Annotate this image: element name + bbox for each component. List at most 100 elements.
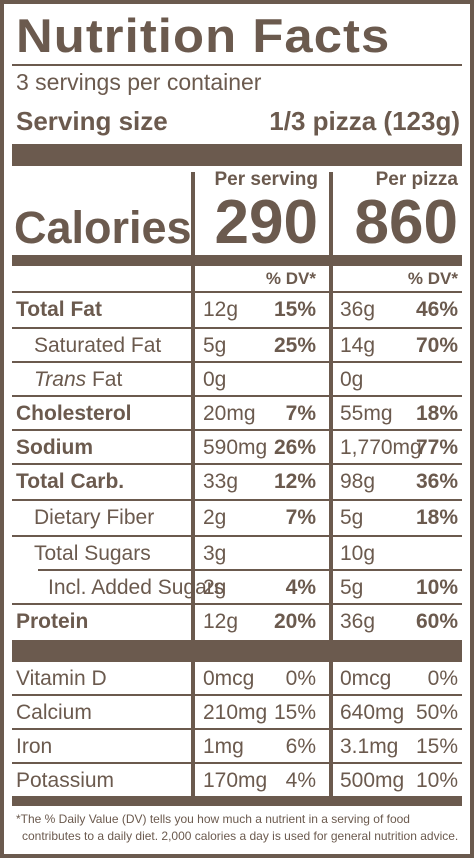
serving-size-value: 1/3 pizza (123g) xyxy=(269,106,460,136)
amount-per-serving: 210mg xyxy=(203,701,268,724)
amount-per-pizza: 55mg xyxy=(340,402,393,425)
amount-per-pizza: 14g xyxy=(340,334,376,357)
calories-per-serving: 290 xyxy=(214,188,318,257)
amount-per-pizza: 1,770mg xyxy=(340,436,422,459)
dv-per-serving: 7% xyxy=(285,402,316,425)
row-rule xyxy=(12,535,462,537)
amount-per-serving: 3g xyxy=(203,542,227,565)
dv-per-pizza: 15% xyxy=(415,735,458,758)
amount-per-pizza: 0mcg xyxy=(340,667,392,690)
title-divider xyxy=(12,64,462,66)
amount-per-serving: 5g xyxy=(203,334,227,357)
nutrient-name: Total Carb. xyxy=(16,470,125,493)
nutrient-row-total-fat: Total Fat 12g 15% 36g 46% xyxy=(4,293,470,327)
amount-per-pizza: 3.1mg xyxy=(340,735,399,758)
nutrient-row-cholesterol: Cholesterol 20mg 7% 55mg 18% xyxy=(4,397,470,431)
thick-divider-top xyxy=(12,144,462,166)
vitamin-name: Vitamin D xyxy=(16,667,107,690)
column-divider-left xyxy=(191,172,195,796)
thick-divider-vitamins xyxy=(12,640,462,662)
amount-per-serving: 0mcg xyxy=(203,667,255,690)
vitamin-name: Iron xyxy=(16,735,53,758)
row-rule xyxy=(12,395,462,397)
dv-per-pizza: 77% xyxy=(415,436,458,459)
row-rule xyxy=(12,694,462,696)
nutrient-row-total-carb: Total Carb. 33g 12% 98g 36% xyxy=(4,465,470,499)
amount-per-pizza: 36g xyxy=(340,298,376,321)
col1-header: Per serving xyxy=(214,169,319,190)
dv-per-serving: 4% xyxy=(285,769,316,792)
vitamin-row-calcium: Calcium 210mg 15% 640mg 50% xyxy=(4,696,470,730)
dv-header-pizza: % DV* xyxy=(407,269,458,288)
amount-per-serving: 590mg xyxy=(203,436,268,459)
amount-per-pizza: 640mg xyxy=(340,701,405,724)
row-rule xyxy=(12,327,462,329)
dv-per-pizza: 10% xyxy=(415,769,458,792)
nutrient-row-dietary-fiber: Dietary Fiber 2g 7% 5g 18% xyxy=(4,501,470,535)
amount-per-pizza: 5g xyxy=(340,506,364,529)
trans-rest: Fat xyxy=(86,368,123,391)
dv-per-pizza: 36% xyxy=(415,470,458,493)
col2-header: Per pizza xyxy=(375,169,458,190)
dv-per-pizza: 50% xyxy=(415,701,458,724)
dv-per-serving: 20% xyxy=(273,610,316,633)
dv-per-serving: 15% xyxy=(273,298,316,321)
amount-per-serving: 2g xyxy=(203,506,227,529)
footnote-line-2: contributes to a daily diet. 2,000 calor… xyxy=(22,829,459,843)
amount-per-serving: 33g xyxy=(203,470,239,493)
calories-divider xyxy=(12,255,462,266)
serving-size-label: Serving size xyxy=(16,106,168,136)
row-rule xyxy=(12,603,462,605)
row-rule xyxy=(12,499,462,501)
vitamin-row-potassium: Potassium 170mg 4% 500mg 10% xyxy=(4,764,470,798)
amount-per-serving: 170mg xyxy=(203,769,268,792)
row-rule xyxy=(12,429,462,431)
vitamin-row-vitamin-d: Vitamin D 0mcg 0% 0mcg 0% xyxy=(4,662,470,696)
row-rule xyxy=(12,463,462,465)
column-divider-right xyxy=(329,172,333,796)
dv-per-serving: 12% xyxy=(273,470,316,493)
dv-per-pizza: 70% xyxy=(415,334,458,357)
dv-per-serving: 6% xyxy=(285,735,316,758)
nutrient-name: Cholesterol xyxy=(16,402,132,425)
amount-per-serving: 12g xyxy=(203,610,239,633)
dv-per-serving: 7% xyxy=(285,506,316,529)
footnote-line-1: *The % Daily Value (DV) tells you how mu… xyxy=(16,812,410,826)
nutrient-name: Protein xyxy=(16,610,89,633)
dv-per-pizza: 60% xyxy=(415,610,458,633)
amount-per-serving: 2g xyxy=(203,576,227,599)
row-rule xyxy=(12,762,462,764)
amount-per-serving: 12g xyxy=(203,298,239,321)
vitamin-row-iron: Iron 1mg 6% 3.1mg 15% xyxy=(4,730,470,764)
nutrient-name: Dietary Fiber xyxy=(34,506,155,529)
amount-per-pizza: 5g xyxy=(340,576,364,599)
nutrient-name: Incl. Added Sugars xyxy=(48,576,225,599)
dv-per-serving: 26% xyxy=(273,436,316,459)
dv-per-serving: 0% xyxy=(285,667,316,690)
dv-per-pizza: 18% xyxy=(415,402,458,425)
dv-per-serving: 4% xyxy=(285,576,316,599)
nutrient-row-total-sugars: Total Sugars 3g 10g xyxy=(4,537,470,571)
calories-label: Calories xyxy=(14,202,192,253)
nutrient-name: Saturated Fat xyxy=(34,334,162,357)
nutrient-row-trans-fat: Trans Fat 0g 0g xyxy=(4,363,470,397)
nutrient-row-saturated-fat: Saturated Fat 5g 25% 14g 70% xyxy=(4,329,470,363)
dv-per-pizza: 0% xyxy=(427,667,458,690)
nutrient-name: Total Sugars xyxy=(34,542,151,565)
dv-per-serving: 15% xyxy=(273,701,316,724)
amount-per-serving: 0g xyxy=(203,368,227,391)
nutrient-row-protein: Protein 12g 20% 36g 60% xyxy=(4,605,470,639)
amount-per-pizza: 500mg xyxy=(340,769,405,792)
amount-per-serving: 20mg xyxy=(203,402,256,425)
amount-per-pizza: 0g xyxy=(340,368,364,391)
vitamin-name: Potassium xyxy=(16,769,115,792)
nutrient-name: Trans Fat xyxy=(34,363,122,397)
trans-italic: Trans xyxy=(34,368,87,391)
nutrient-name: Sodium xyxy=(16,436,93,459)
dv-per-pizza: 18% xyxy=(415,506,458,529)
dv-per-pizza: 46% xyxy=(415,298,458,321)
nutrient-row-added-sugars: Incl. Added Sugars 2g 4% 5g 10% xyxy=(4,571,470,605)
vitamin-name: Calcium xyxy=(16,701,92,724)
nutrient-name: Total Fat xyxy=(16,298,102,321)
